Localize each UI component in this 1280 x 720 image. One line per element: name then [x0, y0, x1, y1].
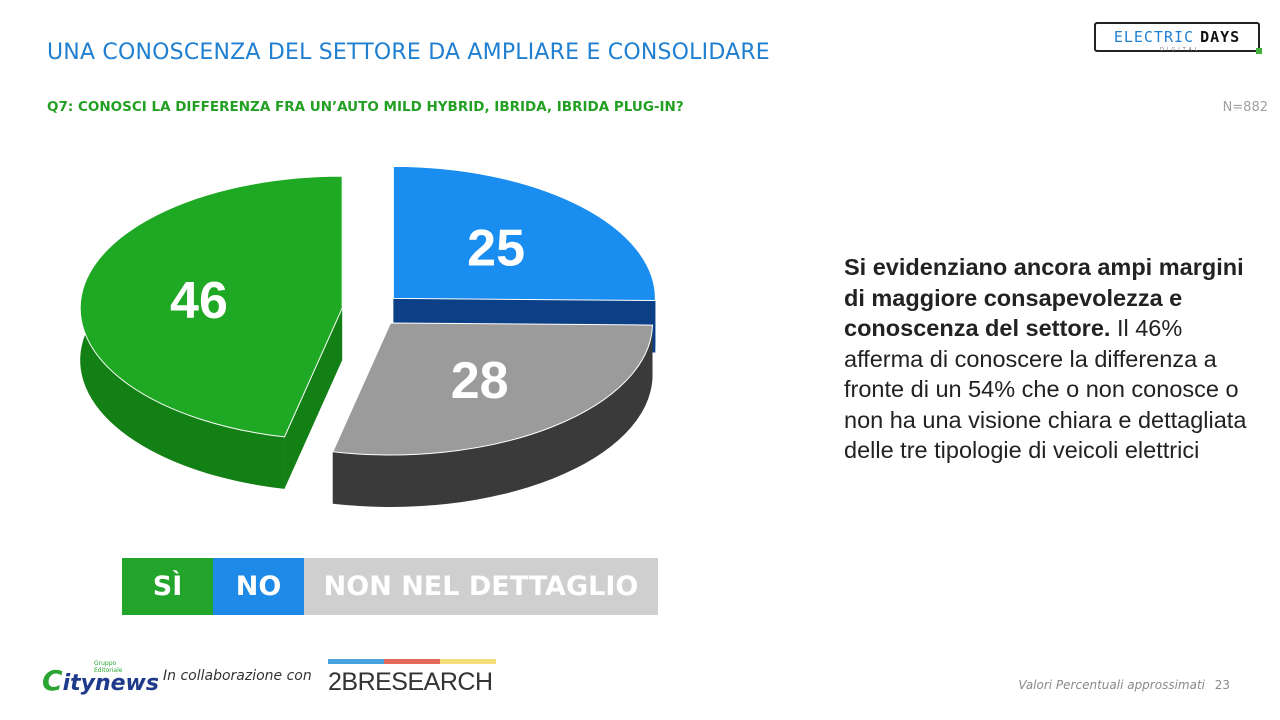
commentary-bold: Si evidenziano ancora ampi margini di ma… — [844, 254, 1244, 341]
research-bar-0 — [328, 659, 384, 664]
research-text: 2BRESEARCH — [328, 668, 493, 696]
pie-label-1: 25 — [467, 219, 525, 277]
pie-chart: 25 28 46 — [80, 165, 656, 507]
2b-research-logo: 2BRESEARCH — [328, 659, 496, 696]
commentary-normal: Il 46% afferma di conoscere la differenz… — [844, 315, 1247, 463]
footnote-approx: Valori Percentuali approssimati — [1018, 678, 1205, 692]
citynews-text: itynews — [62, 671, 159, 696]
pie-slice-wall-0-0 — [284, 308, 343, 489]
pie-slice-2 — [332, 322, 654, 456]
pie-slice-1 — [392, 165, 656, 302]
collaboration-text: In collaborazione con — [163, 668, 312, 684]
question-text: Q7: CONOSCI LA DIFFERENZA FRA UN’AUTO MI… — [47, 99, 684, 115]
slide-title: UNA CONOSCENZA DEL SETTORE DA AMPLIARE E… — [47, 40, 770, 65]
citynews-logo: Gruppo Editoriale Citynews — [42, 660, 159, 697]
pie-label-0: 46 — [170, 272, 228, 330]
legend-si: SÌ — [122, 558, 213, 615]
pie-label-2: 28 — [451, 352, 509, 410]
electric-days-logo: ELECTRIC DAYS — [1094, 22, 1262, 54]
chart-legend: SÌ NO NON NEL DETTAGLIO — [122, 558, 658, 615]
legend-non-nel-dettaglio: NON NEL DETTAGLIO — [304, 558, 658, 615]
pie-slice-0 — [80, 175, 343, 438]
logo-dot-icon — [1256, 48, 1262, 54]
pie-slice-side-2 — [332, 325, 653, 507]
commentary-text: Si evidenziano ancora ampi margini di ma… — [844, 252, 1264, 466]
sample-size: N=882 — [1222, 100, 1268, 115]
research-bar-1 — [384, 659, 440, 664]
citynews-c-letter: C — [42, 664, 63, 697]
electric-days-subtitle: DIGITAL — [1160, 47, 1201, 53]
citynews-small-text: Gruppo Editoriale — [94, 660, 123, 674]
research-bar-2 — [440, 659, 496, 664]
electric-days-text-2: DAYS — [1200, 28, 1241, 46]
research-color-bars — [328, 659, 496, 664]
legend-no: NO — [213, 558, 304, 615]
page-number: 23 — [1214, 678, 1230, 692]
electric-days-text-1: ELECTRIC — [1113, 28, 1195, 46]
